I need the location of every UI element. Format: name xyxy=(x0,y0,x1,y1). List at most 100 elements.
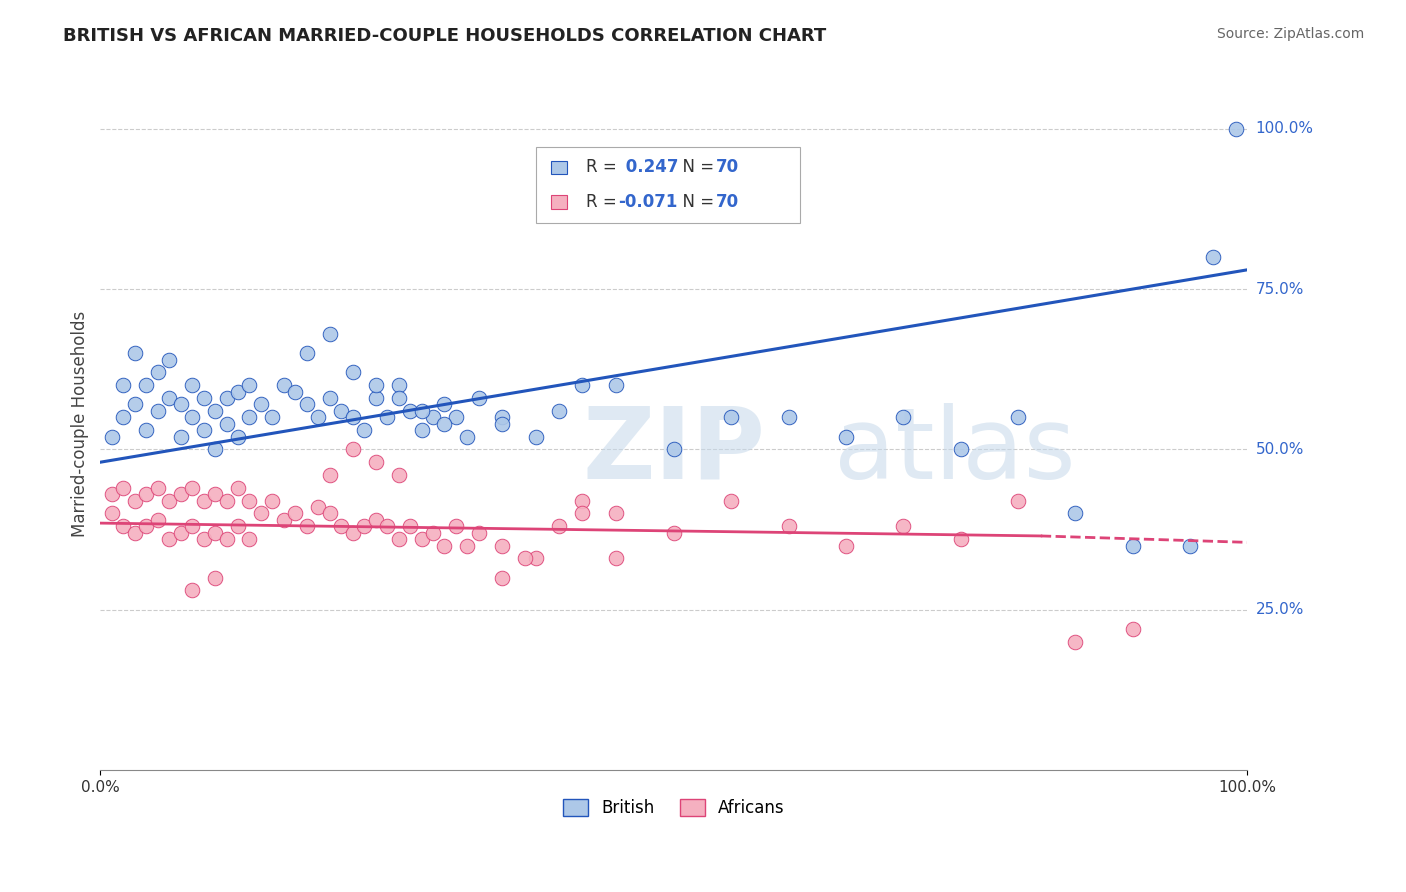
Point xyxy=(513,551,536,566)
Point xyxy=(444,519,467,533)
Point xyxy=(422,410,444,425)
Point xyxy=(342,442,364,457)
Text: 25.0%: 25.0% xyxy=(1256,602,1303,617)
Point xyxy=(250,397,273,411)
Point xyxy=(284,384,307,399)
Point xyxy=(157,532,180,546)
Point xyxy=(146,366,169,380)
Point xyxy=(135,519,157,533)
Point xyxy=(157,391,180,405)
Point xyxy=(433,397,456,411)
Point xyxy=(491,539,513,553)
Point xyxy=(468,525,491,540)
Point xyxy=(295,397,318,411)
Point xyxy=(835,429,858,443)
Point xyxy=(295,519,318,533)
Point xyxy=(491,410,513,425)
Point xyxy=(238,493,260,508)
Point xyxy=(124,525,146,540)
Point xyxy=(226,429,249,443)
Point xyxy=(491,417,513,431)
Point xyxy=(605,378,627,392)
Point xyxy=(778,519,800,533)
FancyBboxPatch shape xyxy=(536,146,800,223)
Point xyxy=(146,513,169,527)
Point xyxy=(181,519,204,533)
Point xyxy=(375,410,398,425)
Point xyxy=(262,410,284,425)
Point xyxy=(571,507,593,521)
Point xyxy=(112,410,135,425)
Point xyxy=(226,384,249,399)
Point xyxy=(456,539,478,553)
Point xyxy=(157,352,180,367)
Point xyxy=(307,500,329,514)
Point xyxy=(284,507,307,521)
Point xyxy=(835,539,858,553)
Point xyxy=(215,391,238,405)
Point xyxy=(342,366,364,380)
Point xyxy=(364,378,387,392)
Point xyxy=(1007,493,1029,508)
Point xyxy=(720,493,742,508)
Point xyxy=(411,404,433,418)
Point xyxy=(353,519,375,533)
Point xyxy=(215,417,238,431)
Point xyxy=(444,410,467,425)
Point xyxy=(433,539,456,553)
Point xyxy=(319,507,342,521)
Point xyxy=(204,487,226,501)
Point xyxy=(605,551,627,566)
Text: 75.0%: 75.0% xyxy=(1256,282,1303,296)
Point xyxy=(949,532,972,546)
Point xyxy=(101,487,124,501)
Point xyxy=(1064,507,1087,521)
Point xyxy=(1007,410,1029,425)
Point xyxy=(101,429,124,443)
Point xyxy=(124,493,146,508)
Point xyxy=(342,525,364,540)
Point xyxy=(169,487,191,501)
Point xyxy=(387,378,409,392)
Point xyxy=(146,404,169,418)
Point xyxy=(204,525,226,540)
Point xyxy=(124,397,146,411)
Legend: British, Africans: British, Africans xyxy=(557,792,792,824)
Point xyxy=(524,551,547,566)
Point xyxy=(387,391,409,405)
Point xyxy=(1122,622,1144,636)
Bar xyxy=(551,195,567,209)
Point xyxy=(891,519,914,533)
Point xyxy=(1178,539,1201,553)
Text: Source: ZipAtlas.com: Source: ZipAtlas.com xyxy=(1216,27,1364,41)
Point xyxy=(146,481,169,495)
Point xyxy=(375,519,398,533)
Point xyxy=(193,532,215,546)
Point xyxy=(135,378,157,392)
Point xyxy=(399,519,422,533)
Point xyxy=(422,525,444,540)
Text: -0.071: -0.071 xyxy=(617,193,678,211)
Point xyxy=(169,525,191,540)
Point xyxy=(238,378,260,392)
Point xyxy=(157,493,180,508)
Point xyxy=(524,429,547,443)
Point xyxy=(135,423,157,437)
Point xyxy=(204,404,226,418)
Point xyxy=(204,571,226,585)
Point xyxy=(226,519,249,533)
Text: N =: N = xyxy=(672,159,718,177)
Point xyxy=(1202,250,1225,264)
Point xyxy=(124,346,146,360)
Point xyxy=(353,423,375,437)
Point xyxy=(250,507,273,521)
Point xyxy=(169,429,191,443)
Point xyxy=(387,468,409,483)
Point xyxy=(364,455,387,469)
Point xyxy=(262,493,284,508)
Point xyxy=(238,410,260,425)
Point xyxy=(411,423,433,437)
Point xyxy=(112,481,135,495)
Point xyxy=(571,493,593,508)
Point xyxy=(181,378,204,392)
